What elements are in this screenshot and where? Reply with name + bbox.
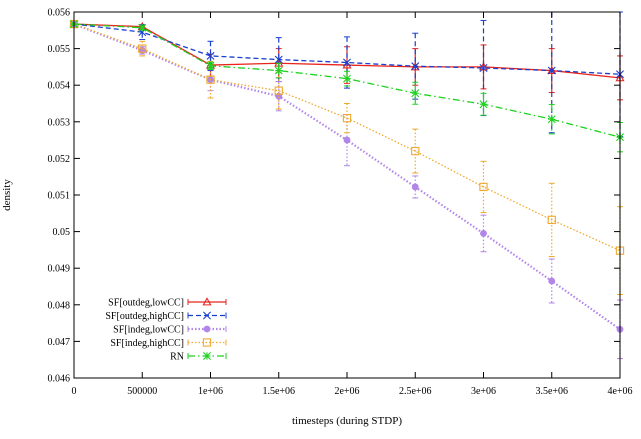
legend-label: SF[outdeg,highCC] bbox=[105, 311, 184, 322]
x-tick-label: 3e+06 bbox=[471, 386, 496, 397]
y-tick-label: 0.046 bbox=[48, 374, 71, 385]
data-point bbox=[343, 58, 351, 67]
data-point bbox=[206, 61, 215, 70]
y-tick-label: 0.054 bbox=[48, 81, 71, 92]
data-point bbox=[479, 64, 488, 72]
x-tick-label: 3.5e+06 bbox=[535, 386, 568, 397]
y-tick-label: 0.051 bbox=[48, 191, 71, 202]
legend-marker bbox=[202, 338, 212, 347]
data-point bbox=[274, 66, 283, 75]
y-tick-label: 0.048 bbox=[48, 300, 71, 311]
x-tick-label: 0 bbox=[72, 386, 77, 397]
y-tick-label: 0.047 bbox=[48, 337, 71, 348]
data-point bbox=[547, 215, 556, 225]
data-point bbox=[343, 74, 351, 83]
legend: SF[outdeg,lowCC] SF[outdeg,highCC] SF[inde… bbox=[105, 297, 227, 363]
legend-item: SF[indeg,lowCC] bbox=[113, 325, 227, 336]
x-axis-label: timesteps (during STDP) bbox=[292, 415, 402, 427]
x-tick-label: 1.5e+06 bbox=[262, 386, 295, 397]
x-tick-label: 4e+06 bbox=[607, 386, 632, 397]
data-point bbox=[548, 277, 556, 285]
legend-label: SF[indeg,highCC] bbox=[110, 338, 184, 349]
series-line bbox=[73, 23, 621, 252]
legend-marker bbox=[202, 297, 212, 306]
y-tick-label: 0.049 bbox=[48, 264, 71, 275]
data-point bbox=[480, 229, 487, 237]
legend-marker bbox=[203, 325, 211, 333]
y-tick-label: 0.05 bbox=[53, 227, 71, 238]
data-point bbox=[547, 66, 556, 75]
legend-item: SF[indeg,highCC] bbox=[110, 338, 227, 349]
data-point bbox=[138, 23, 147, 32]
y-tick-label: 0.056 bbox=[48, 8, 71, 19]
data-point bbox=[547, 115, 556, 124]
legend-marker bbox=[203, 352, 211, 360]
legend-item: SF[outdeg,highCC] bbox=[105, 311, 227, 322]
data-point bbox=[274, 86, 283, 95]
y-tick-label: 0.055 bbox=[48, 44, 71, 55]
legend-label: SF[indeg,lowCC] bbox=[113, 325, 184, 336]
data-point bbox=[479, 182, 488, 192]
y-tick-label: 0.053 bbox=[48, 117, 71, 128]
y-axis-label: density bbox=[1, 179, 13, 211]
legend-label: SF[outdeg,lowCC] bbox=[108, 298, 184, 309]
data-point bbox=[274, 55, 283, 64]
data-point bbox=[411, 62, 420, 71]
series-line bbox=[73, 23, 621, 138]
x-tick-label: 2e+06 bbox=[334, 386, 359, 397]
data-point bbox=[411, 89, 420, 98]
data-point bbox=[411, 183, 419, 191]
x-tick-label: 1e+06 bbox=[198, 386, 223, 397]
x-tick-label: 500000 bbox=[127, 386, 157, 397]
axes: 0 500000 1e+06 1.5e+06 2e+06 2.5e+06 3e+06 3.5e… bbox=[48, 8, 633, 398]
y-tick-label: 0.052 bbox=[48, 154, 71, 165]
data-point bbox=[479, 100, 488, 109]
legend-item: SF[outdeg,lowCC] bbox=[108, 297, 227, 309]
legend-item: RN bbox=[170, 352, 227, 363]
data-point bbox=[343, 136, 351, 144]
series-line bbox=[73, 23, 621, 75]
legend-label: RN bbox=[170, 352, 184, 363]
x-tick-label: 2.5e+06 bbox=[399, 386, 432, 397]
legend-marker bbox=[203, 311, 211, 320]
data-point bbox=[138, 44, 147, 53]
data-point bbox=[342, 113, 352, 123]
data-point bbox=[206, 75, 215, 84]
data-point bbox=[411, 146, 420, 156]
data-point bbox=[206, 51, 215, 60]
